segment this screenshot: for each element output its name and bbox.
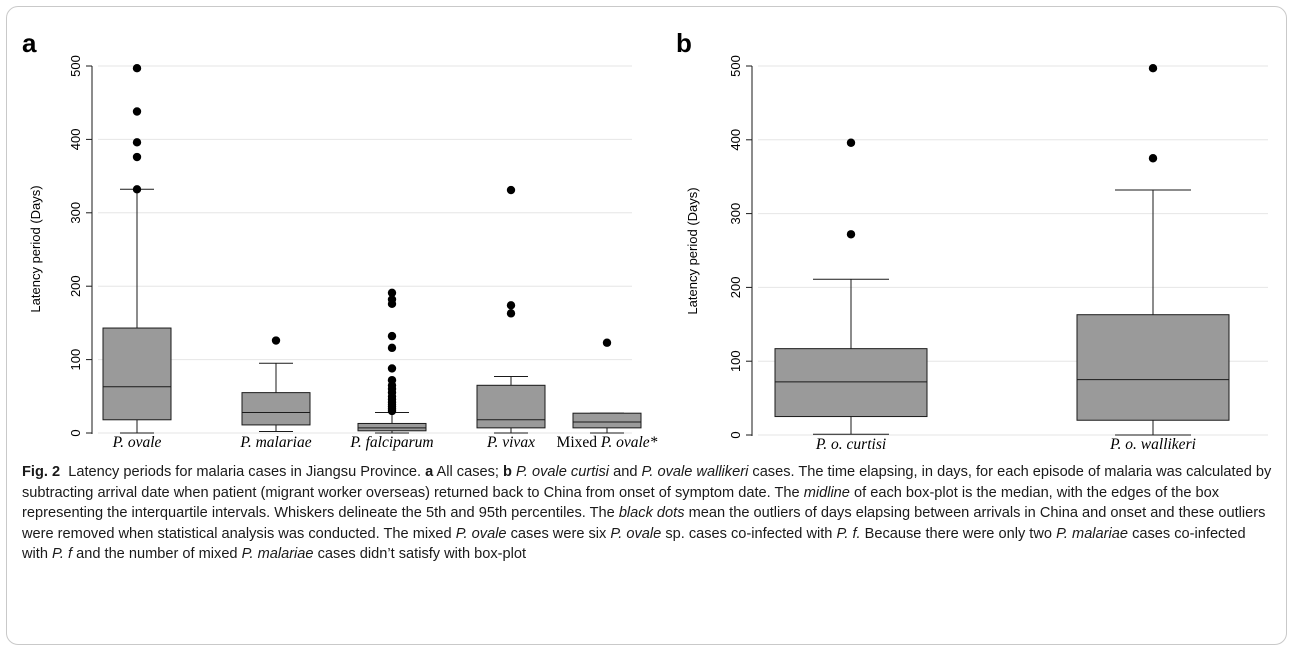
panel-a-y-tick-label: 0 (68, 429, 83, 436)
caption-coinfected-text-2: cases co-infected with (22, 525, 1246, 563)
panel-a-y-axis-label: Latency period (Days) (28, 185, 43, 312)
caption-panel-b-label: b (503, 464, 512, 480)
panel-a-outlier-point (387, 295, 397, 304)
panel-a-category-label: P. vivax (486, 434, 535, 451)
figure-caption: Fig. 2 Latency periods for malaria cases… (22, 462, 1272, 565)
caption-intro: Latency periods for malaria cases in Jia… (68, 464, 422, 480)
panel-b-category-label: P. o. curtisi (815, 436, 886, 453)
caption-and: and (613, 464, 638, 480)
panel-a-label: a (22, 28, 37, 58)
panel-b-box (774, 348, 928, 418)
panel-b-y-tick-label: 400 (728, 129, 743, 151)
panel-a-y-tick-label: 100 (68, 349, 83, 371)
caption-figure-label: Fig. 2 (22, 464, 61, 480)
panel-a-box (241, 392, 311, 426)
caption-coinfected-text: sp. cases co-infected with (665, 525, 833, 542)
panel-a-outlier-point (387, 331, 397, 341)
caption-number-text: and the number of mixed (76, 546, 238, 562)
caption-species-wallikeri: P. ovale wallikeri (641, 464, 749, 480)
panel-a-outlier-point (506, 301, 516, 310)
caption-end-text: cases didn’t satisfy with box-plot (317, 546, 527, 562)
panel-a-outlier-point (506, 309, 516, 318)
panel-a-box (357, 422, 427, 432)
caption-because-text: Because there were only two (864, 525, 1053, 542)
caption-mixed-text: cases were six (510, 525, 607, 542)
panel-a-outlier-point (387, 343, 397, 353)
caption-pf-2: P. f (52, 546, 73, 562)
panel-a-outlier-point (387, 364, 397, 373)
caption-panel-a-label: a (425, 464, 434, 480)
panel-a-category-label: P. ovale (112, 434, 162, 451)
panel-a-outlier-point (132, 138, 142, 147)
panel-a-outlier-point (271, 336, 281, 345)
panel-b-y-tick-label: 0 (728, 431, 743, 438)
panel-a-category-label: Mixed P. ovale* (557, 434, 658, 451)
panel-b-outlier-point (1148, 64, 1158, 73)
caption-p-malariae-2: P. malariae (241, 546, 314, 562)
panel-a-outlier-point (132, 152, 142, 162)
caption-midline: midline (803, 484, 850, 501)
panel-a-y-tick-label: 400 (68, 129, 83, 151)
figure-charts: a 0 100 200 300 400 500 Latency period (Days) P.… (22, 28, 1268, 453)
caption-panel-a-text: All cases; (436, 464, 499, 480)
caption-p-ovale-1: P. ovale (455, 525, 507, 542)
panel-a-outlier-point (132, 107, 142, 116)
panel-a-y-tick-label: 300 (68, 202, 83, 224)
panel-b-y-tick-label: 100 (728, 350, 743, 372)
panel-b-y-tick-label: 500 (728, 55, 743, 77)
caption-black-dots: black dots (618, 505, 685, 521)
panel-a-box (102, 327, 172, 421)
panel-a-outlier-point (602, 338, 612, 347)
panel-b-y-axis-label: Latency period (Days) (685, 187, 700, 314)
caption-method-text: cases. The time elapsing, in days, for e… (22, 464, 1272, 501)
panel-a-y-tick-label: 200 (68, 275, 83, 297)
panel-b-category-label: P. o. wallikeri (1109, 436, 1196, 453)
caption-p-ovale-2: P. ovale (610, 525, 662, 542)
caption-midline-text: of each box-plot is the median, with the… (22, 484, 1220, 522)
panel-a-outlier-point (132, 185, 142, 194)
panel-b-y-tick-label: 200 (728, 277, 743, 299)
figure-frame (6, 6, 1287, 645)
panel-a-box (476, 384, 546, 429)
caption-p-malariae-1: P. malariae (1056, 525, 1129, 542)
panel-a-outlier-point (387, 288, 397, 298)
panel-b-outlier-point (846, 138, 856, 147)
panel-a-category-label: P. malariae (239, 434, 311, 451)
caption-species-curtisi: P. ovale curtisi (516, 464, 610, 480)
panel-a-box (572, 412, 642, 429)
panel-a-outlier-point (387, 375, 397, 385)
panel-a-category-label: P. falciparum (349, 434, 433, 451)
panel-b-label: b (676, 28, 692, 58)
caption-pf-1: P. f. (836, 525, 861, 542)
caption-dots-text: mean the outliers of days elapsing betwe… (22, 505, 1266, 542)
panel-b-box (1076, 314, 1230, 421)
panel-a-outlier-point (506, 185, 516, 195)
panel-a-y-tick-label: 500 (68, 55, 83, 77)
panel-b-y-tick-label: 300 (728, 203, 743, 225)
panel-b-outlier-point (1148, 154, 1158, 163)
panel-b-outlier-point (846, 230, 856, 239)
panel-a-outlier-point (132, 64, 142, 73)
